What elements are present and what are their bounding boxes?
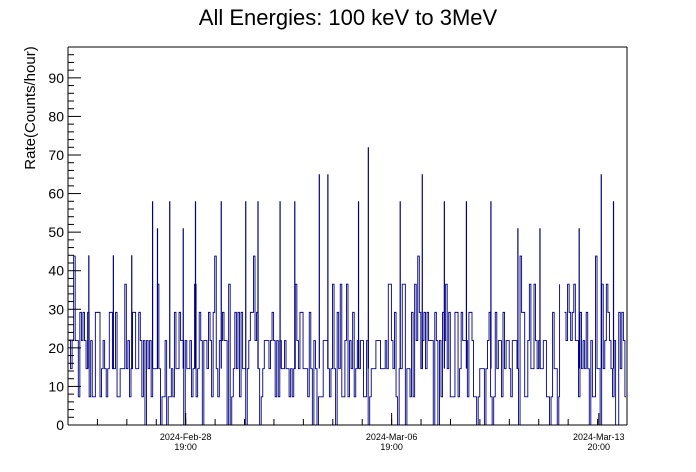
- chart-title: All Energies: 100 keV to 3MeV: [199, 5, 498, 30]
- x-tick-label-time: 19:00: [380, 442, 403, 452]
- series-line-segment-1: [69, 255, 561, 426]
- y-tick-label: 20: [48, 340, 64, 356]
- y-tick-label: 50: [48, 224, 64, 240]
- y-tick-label: 10: [48, 378, 64, 394]
- y-tick-label: 90: [48, 70, 64, 86]
- y-tick-label: 40: [48, 263, 64, 279]
- x-tick-label-date: 2024-Mar-13: [573, 432, 625, 442]
- data-layer: [69, 147, 626, 426]
- x-tick-label-date: 2024-Mar-06: [366, 432, 418, 442]
- y-tick-label: 30: [48, 301, 64, 317]
- y-axis-label: Rate(Counts/hour): [22, 46, 39, 169]
- axes-layer: 01020304050607080902024-Feb-2819:002024-…: [48, 46, 628, 452]
- x-tick-label-time: 20:00: [588, 442, 611, 452]
- x-tick-label-date: 2024-Feb-28: [160, 432, 212, 442]
- series-line-segment-2: [564, 255, 626, 426]
- y-tick-label: 70: [48, 147, 64, 163]
- y-tick-label: 60: [48, 186, 64, 202]
- y-tick-label: 0: [56, 417, 64, 433]
- y-tick-label: 80: [48, 108, 64, 124]
- x-tick-label-time: 19:00: [174, 442, 197, 452]
